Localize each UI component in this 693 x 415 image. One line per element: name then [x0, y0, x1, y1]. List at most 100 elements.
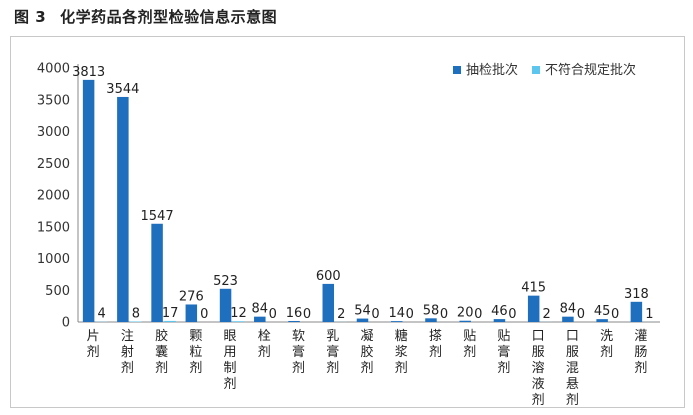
data-label-sampled: 14 [388, 306, 405, 321]
data-label-nonconforming: 0 [611, 307, 619, 322]
category-label-char: 膏 [497, 344, 510, 360]
category-label-char: 剂 [326, 361, 339, 376]
category-label-char: 剂 [634, 361, 647, 376]
category-label-char: 颗 [189, 329, 202, 344]
data-label-nonconforming: 0 [508, 307, 516, 322]
data-label-sampled: 54 [354, 304, 371, 319]
category-label-char: 膏 [292, 344, 305, 360]
data-label-sampled: 318 [624, 287, 649, 302]
category-label-char: 胶 [155, 328, 168, 344]
category-label-char: 肠 [634, 345, 647, 360]
category-label-char: 口 [566, 329, 579, 344]
y-tick-label: 2000 [37, 189, 70, 204]
category-label-char: 贴 [463, 329, 476, 344]
bar-sampled [82, 79, 95, 322]
category-label-char: 浆 [395, 345, 408, 360]
data-label-nonconforming: 0 [269, 307, 277, 322]
data-label-nonconforming: 8 [132, 306, 140, 321]
category-label-char: 剂 [395, 361, 408, 376]
category-label-char: 服 [566, 345, 579, 360]
category-label-char: 栓 [258, 329, 271, 344]
category-label-char: 粒 [189, 345, 202, 360]
data-label-sampled: 600 [316, 269, 341, 284]
legend-swatch-nonconforming [532, 66, 540, 74]
category-label-char: 膏 [326, 344, 339, 360]
bar-nonconforming [232, 321, 245, 322]
data-label-nonconforming: 4 [97, 307, 105, 322]
category-label-char: 用 [224, 345, 237, 360]
category-label-char: 剂 [360, 361, 373, 376]
bar-nonconforming [164, 320, 176, 322]
category-label-char: 剂 [497, 361, 510, 376]
y-tick-label: 2500 [37, 157, 70, 172]
bar-sampled [562, 316, 574, 322]
data-label-sampled: 16 [286, 306, 303, 321]
category-label-char: 服 [532, 345, 545, 360]
bar-sampled [254, 316, 266, 322]
category-label-char: 囊 [155, 344, 168, 360]
category-label-char: 糖 [395, 328, 408, 344]
data-label-nonconforming: 0 [303, 307, 311, 322]
category-label-char: 剂 [155, 361, 168, 376]
legend-label-sampled: 抽检批次 [466, 62, 518, 78]
category-label-char: 悬 [566, 377, 579, 392]
figure-title-text: 化学药品各剂型检验信息示意图 [60, 8, 278, 26]
bar-sampled [390, 321, 403, 322]
bar-sampled [596, 319, 608, 322]
data-label-sampled: 58 [423, 303, 440, 318]
category-label-char: 凝 [360, 328, 373, 344]
bar-sampled [459, 320, 471, 322]
data-label-nonconforming: 1 [645, 307, 653, 322]
data-label-sampled: 84 [252, 302, 269, 317]
category-label-char: 混 [566, 361, 579, 376]
y-tick-label: 3000 [37, 125, 70, 140]
chart-frame [10, 36, 685, 408]
y-tick-label: 1000 [37, 252, 70, 267]
category-label-char: 注 [121, 329, 134, 344]
category-label-char: 剂 [224, 377, 237, 392]
category-label-char: 洗 [600, 329, 613, 344]
data-label-nonconforming: 0 [371, 307, 379, 322]
category-label-char: 剂 [121, 361, 134, 376]
bar-sampled [527, 295, 540, 322]
y-tick-label: 3500 [37, 93, 70, 108]
y-tick-label: 1500 [37, 220, 70, 235]
category-label-char: 剂 [429, 345, 442, 360]
data-label-nonconforming: 2 [337, 307, 345, 322]
bar-nonconforming [130, 321, 142, 322]
category-label-char: 贴 [497, 329, 510, 344]
bar-sampled [322, 283, 335, 322]
category-label-char: 剂 [292, 361, 305, 376]
data-label-nonconforming: 0 [577, 307, 585, 322]
data-label-sampled: 3544 [106, 82, 139, 97]
category-label-char: 剂 [189, 361, 202, 376]
category-label-char: 液 [532, 377, 545, 392]
data-label-nonconforming: 0 [200, 307, 208, 322]
data-label-nonconforming: 0 [440, 307, 448, 322]
bar-sampled [219, 288, 232, 322]
category-label-char: 剂 [532, 393, 545, 408]
bar-sampled [630, 301, 643, 322]
bar-sampled [425, 318, 437, 322]
category-label-char: 口 [532, 329, 545, 344]
category-label-char: 剂 [566, 393, 579, 408]
category-label-char: 乳 [326, 329, 339, 344]
category-label-char: 胶 [360, 344, 373, 360]
data-label-nonconforming: 0 [474, 307, 482, 322]
category-label-char: 眼 [224, 329, 237, 344]
data-label-nonconforming: 2 [543, 307, 551, 322]
category-label-char: 剂 [463, 345, 476, 360]
data-label-sampled: 84 [560, 302, 577, 317]
category-label-char: 射 [121, 344, 134, 360]
data-label-sampled: 1547 [141, 209, 174, 224]
y-tick-label: 0 [62, 316, 70, 331]
data-label-sampled: 3813 [72, 65, 105, 80]
bar-sampled [288, 320, 300, 322]
figure-number: 图 3 [14, 8, 47, 26]
y-tick-label: 500 [45, 284, 70, 299]
legend-swatch-sampled [453, 66, 461, 74]
bar-sampled [493, 319, 506, 322]
data-label-sampled: 415 [521, 281, 546, 296]
